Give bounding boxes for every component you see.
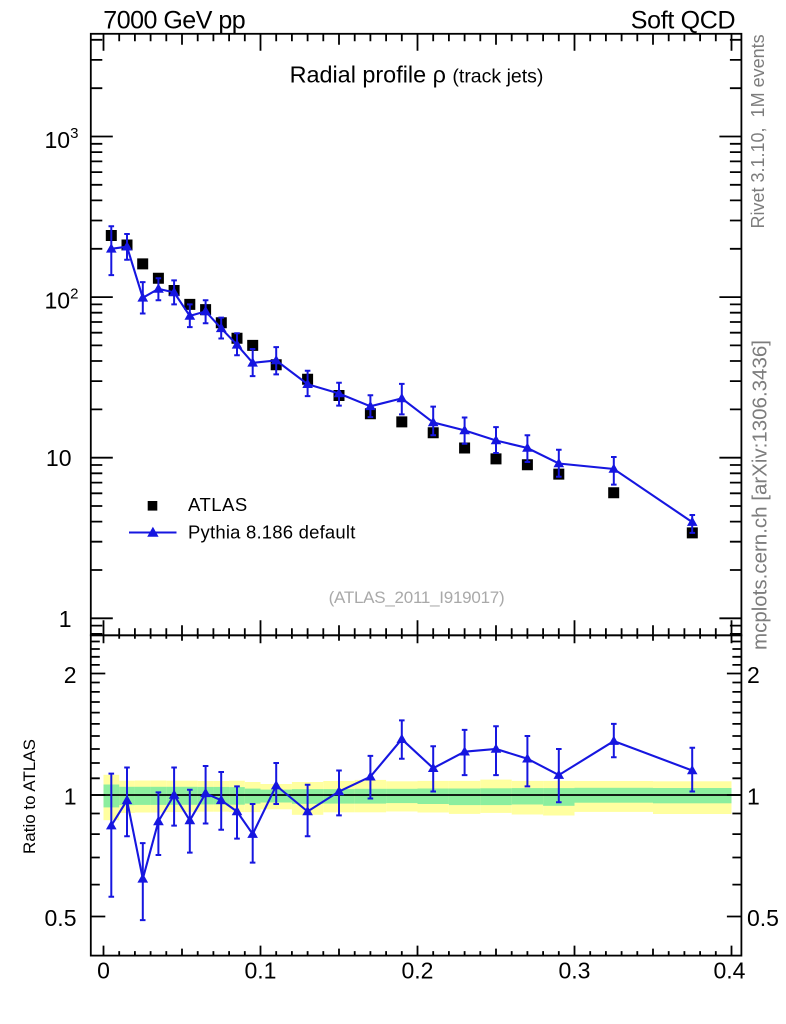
svg-text:0.1: 0.1: [245, 958, 277, 984]
svg-text:Radial profile ρ (track jets): Radial profile ρ (track jets): [290, 62, 544, 88]
svg-text:Pythia 8.186 default: Pythia 8.186 default: [188, 522, 356, 543]
svg-text:ATLAS: ATLAS: [188, 494, 248, 515]
svg-text:0.2: 0.2: [402, 958, 434, 984]
svg-text:10: 10: [46, 445, 72, 471]
svg-text:Soft QCD: Soft QCD: [631, 7, 736, 35]
svg-text:102: 102: [45, 286, 79, 314]
svg-text:0.5: 0.5: [45, 905, 77, 931]
svg-text:2: 2: [64, 662, 77, 688]
svg-text:(ATLAS_2011_I919017): (ATLAS_2011_I919017): [329, 588, 505, 607]
svg-text:0: 0: [97, 958, 110, 984]
svg-text:0.4: 0.4: [714, 958, 746, 984]
svg-text:1: 1: [747, 784, 760, 810]
svg-text:1: 1: [64, 784, 77, 810]
svg-text:0.5: 0.5: [747, 905, 779, 931]
svg-text:7000 GeV pp: 7000 GeV pp: [103, 7, 245, 35]
svg-text:1: 1: [59, 606, 72, 632]
svg-text:Ratio to ATLAS: Ratio to ATLAS: [20, 739, 39, 854]
svg-text:mcplots.cern.ch [arXiv:1306.34: mcplots.cern.ch [arXiv:1306.3436]: [749, 340, 772, 650]
svg-text:2: 2: [747, 662, 760, 688]
svg-text:0.3: 0.3: [559, 958, 591, 984]
svg-text:Rivet 3.1.10, 1M events: Rivet 3.1.10, 1M events: [748, 34, 768, 228]
